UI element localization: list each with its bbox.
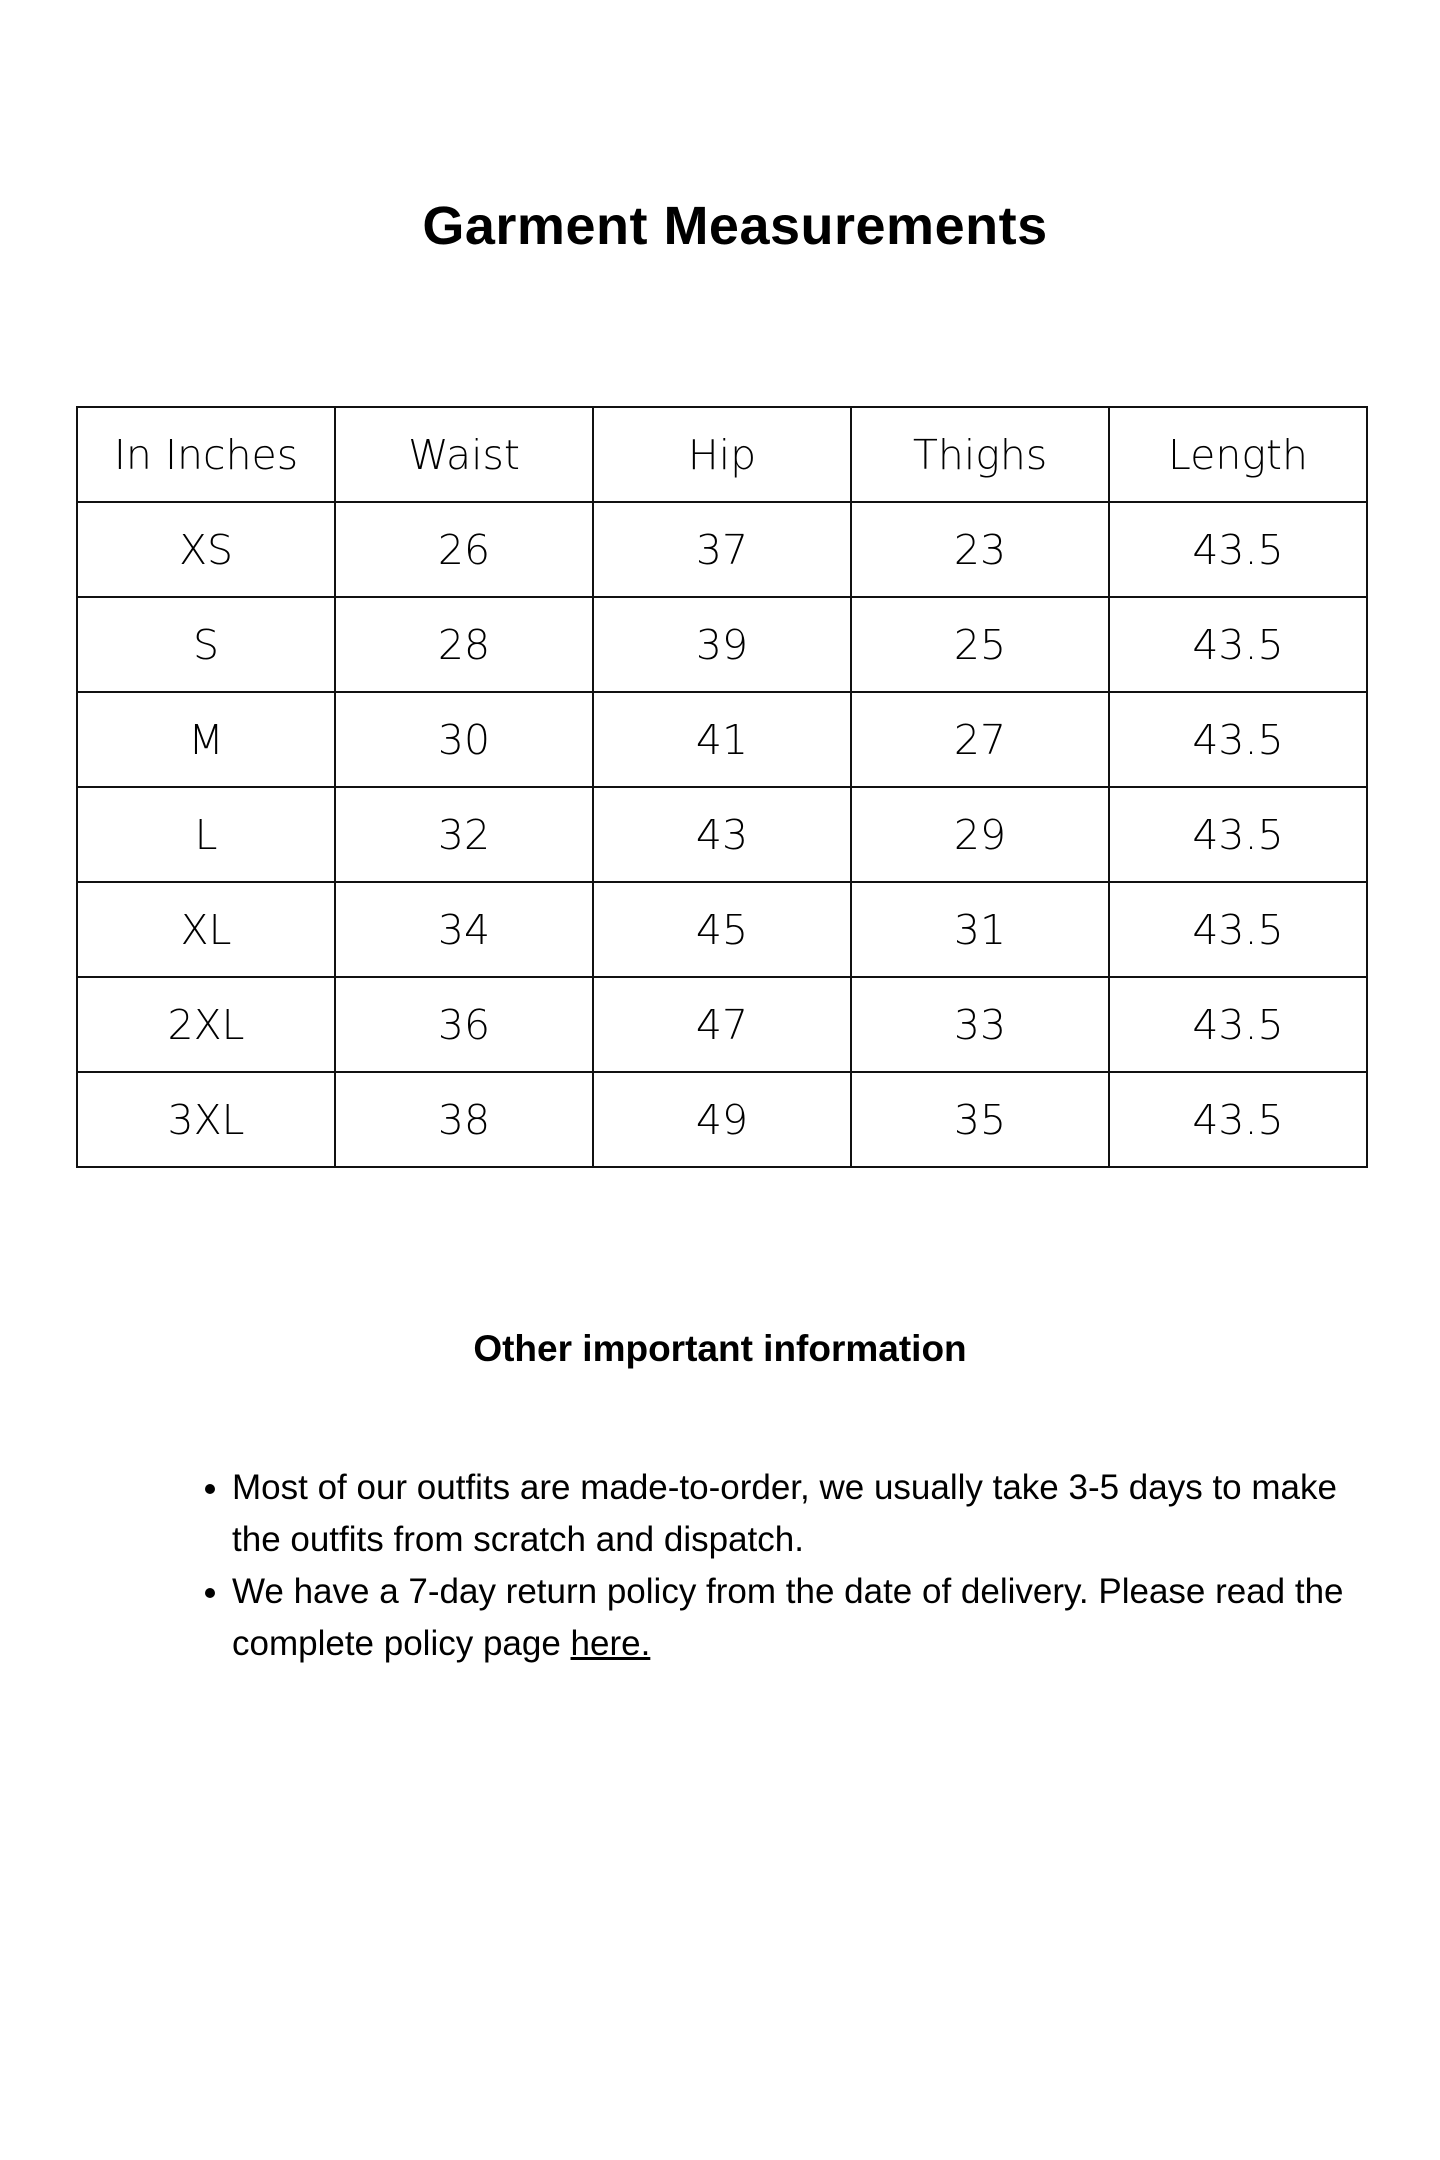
table-cell: L	[76, 786, 336, 883]
table-cell: 43.5	[1108, 881, 1368, 978]
table-cell: 41	[592, 691, 852, 788]
info-heading: Other important information	[473, 1328, 967, 1369]
table-cell: Length	[1108, 406, 1368, 503]
table-header-row: In Inches Waist Hip Thighs Length	[76, 406, 1368, 503]
table-cell: M	[76, 691, 336, 788]
list-item: We have a 7-day return policy from the d…	[232, 1566, 1352, 1670]
table-cell: 39	[592, 596, 852, 693]
table-row: L 32 43 29 43.5	[76, 786, 1368, 883]
table-cell: 25	[850, 596, 1110, 693]
table-cell: 29	[850, 786, 1110, 883]
table-cell: 2XL	[76, 976, 336, 1073]
table-cell: 47	[592, 976, 852, 1073]
table-cell: 43.5	[1108, 691, 1368, 788]
table-cell: 31	[850, 881, 1110, 978]
table-cell: XL	[76, 881, 336, 978]
table-cell: Hip	[592, 406, 852, 503]
measurements-table: In Inches Waist Hip Thighs Length XS 26 37 23 43.…	[76, 406, 1368, 1168]
table-cell: 38	[334, 1071, 594, 1168]
table-cell: In Inches	[76, 406, 336, 503]
table-cell: 34	[334, 881, 594, 978]
table-cell: 43.5	[1108, 501, 1368, 598]
table-cell: 32	[334, 786, 594, 883]
table-cell: Thighs	[850, 406, 1110, 503]
table-row: XL 34 45 31 43.5	[76, 881, 1368, 978]
table-cell: 43.5	[1108, 596, 1368, 693]
table-cell: 43.5	[1108, 786, 1368, 883]
table-cell: 23	[850, 501, 1110, 598]
table-cell: 27	[850, 691, 1110, 788]
table-cell: 43.5	[1108, 976, 1368, 1073]
policy-link[interactable]: here.	[570, 1624, 651, 1663]
table-cell: XS	[76, 501, 336, 598]
table-cell: 45	[592, 881, 852, 978]
table-cell: 26	[334, 501, 594, 598]
table-row: M 30 41 27 43.5	[76, 691, 1368, 788]
table-cell: 3XL	[76, 1071, 336, 1168]
table-cell: 33	[850, 976, 1110, 1073]
list-item: Most of our outfits are made-to-order, w…	[232, 1462, 1352, 1566]
table-cell: 37	[592, 501, 852, 598]
table-cell: 28	[334, 596, 594, 693]
table-cell: Waist	[334, 406, 594, 503]
table-cell: 43.5	[1108, 1071, 1368, 1168]
table-cell: 35	[850, 1071, 1110, 1168]
table-cell: 43	[592, 786, 852, 883]
table-row: S 28 39 25 43.5	[76, 596, 1368, 693]
table-cell: 49	[592, 1071, 852, 1168]
table-cell: 36	[334, 976, 594, 1073]
info-list: Most of our outfits are made-to-order, w…	[200, 1462, 1352, 1670]
table-row: 3XL 38 49 35 43.5	[76, 1071, 1368, 1168]
bullet-text: We have a 7-day return policy from the d…	[232, 1572, 1344, 1663]
bullet-text: Most of our outfits are made-to-order, w…	[232, 1468, 1337, 1559]
table-row: XS 26 37 23 43.5	[76, 501, 1368, 598]
page-title: Garment Measurements	[422, 196, 1048, 256]
table-row: 2XL 36 47 33 43.5	[76, 976, 1368, 1073]
table-cell: S	[76, 596, 336, 693]
table-cell: 30	[334, 691, 594, 788]
